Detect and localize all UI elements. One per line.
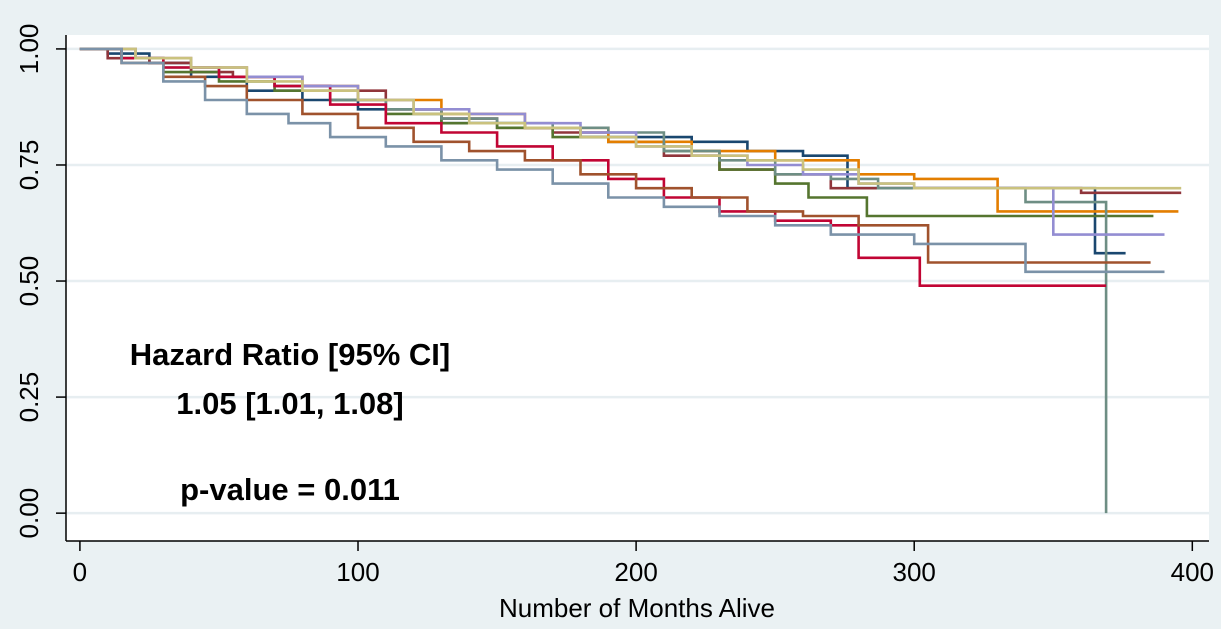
x-tick-label-4: 400 — [1171, 557, 1214, 587]
y-tick-label-0: 0.00 — [14, 488, 44, 539]
x-tick-label-1: 100 — [336, 557, 379, 587]
hazard-ratio-value: 1.05 [1.01, 1.08] — [176, 386, 404, 421]
y-tick-label-3: 0.75 — [14, 140, 44, 191]
survival-curve-8 — [79, 47, 1182, 190]
p-value-annotation: p-value = 0.011 — [180, 472, 400, 507]
y-tick-label-2: 0.50 — [14, 256, 44, 307]
series-layer — [79, 47, 1182, 514]
survival-curve-10 — [79, 47, 1165, 274]
x-axis-title: Number of Months Alive — [499, 593, 775, 623]
plot-area — [66, 35, 1209, 541]
hazard-ratio-title: Hazard Ratio [95% CI] — [130, 337, 450, 372]
x-tick-label-2: 200 — [614, 557, 657, 587]
x-tick-label-3: 300 — [893, 557, 936, 587]
y-tick-label-4: 1.00 — [14, 24, 44, 75]
survival-curve-6 — [79, 47, 1107, 287]
y-tick-label-1: 0.25 — [14, 372, 44, 423]
grid-layer — [66, 47, 1209, 515]
x-tick-label-0: 0 — [73, 557, 87, 587]
axis-layer: 0.00 0.25 0.50 0.75 1.00 0 100 200 300 400 — [14, 24, 1214, 587]
